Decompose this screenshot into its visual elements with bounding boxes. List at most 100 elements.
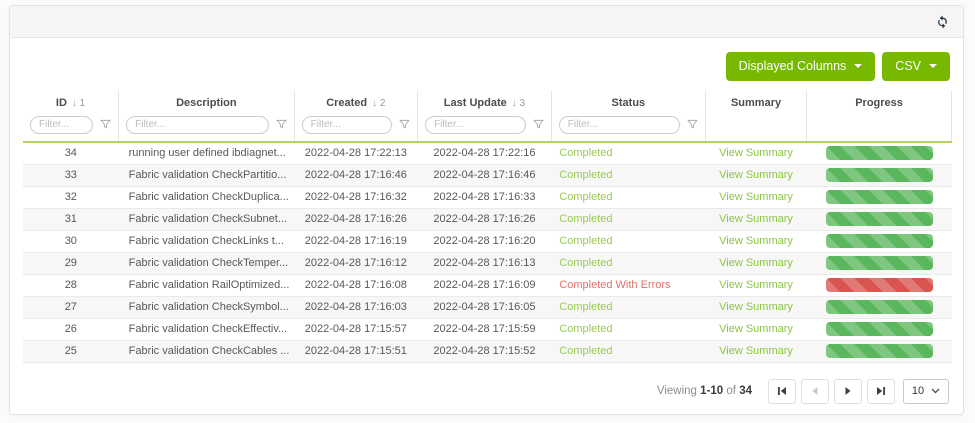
first-page-button[interactable]	[768, 378, 796, 404]
task-row[interactable]: 26 Fabric validation CheckEffectiv... 20…	[23, 318, 952, 341]
viewing-range: 1-10	[700, 385, 724, 397]
id-filter-input[interactable]	[30, 115, 94, 134]
task-last-update: 2022-04-28 17:15:59	[417, 318, 552, 341]
view-summary-link[interactable]: View Summary	[719, 257, 793, 269]
task-id: 33	[23, 164, 119, 187]
table-toolbar: Displayed Columns CSV	[23, 52, 950, 81]
displayed-columns-label: Displayed Columns	[738, 59, 847, 73]
column-header-summary[interactable]: Summary	[705, 90, 808, 115]
task-description: Fabric validation CheckSymbol...	[118, 296, 295, 319]
view-summary-link[interactable]: View Summary	[719, 235, 793, 247]
csv-export-button[interactable]: CSV	[882, 52, 950, 81]
task-id: 29	[23, 252, 119, 275]
progress-track	[825, 168, 933, 182]
task-last-update: 2022-04-28 17:22:16	[417, 141, 552, 165]
task-row[interactable]: 31 Fabric validation CheckSubnet... 2022…	[23, 208, 952, 231]
summary-filter-cell-empty	[705, 114, 808, 143]
task-description: Fabric validation CheckEffectiv...	[118, 318, 295, 341]
task-description: Fabric validation CheckPartitio...	[118, 164, 295, 187]
column-header-description[interactable]: Description	[118, 90, 295, 115]
previous-page-icon	[812, 387, 818, 395]
column-header-created[interactable]: Created ↓ 2	[294, 90, 419, 115]
page-size-select[interactable]: 10	[903, 378, 949, 404]
progress-track	[825, 344, 933, 358]
view-summary-link[interactable]: View Summary	[719, 147, 793, 159]
chevron-down-icon	[929, 64, 937, 69]
column-header-progress[interactable]: Progress	[806, 90, 952, 115]
progress-bar	[825, 322, 933, 336]
view-summary-link[interactable]: View Summary	[719, 191, 793, 203]
filter-funnel-icon[interactable]	[687, 119, 698, 130]
task-created: 2022-04-28 17:16:03	[294, 296, 418, 319]
tasks-panel: Displayed Columns CSV ID ↓ 1 Description …	[9, 5, 964, 415]
status-text: Completed	[559, 169, 613, 181]
view-summary-link[interactable]: View Summary	[719, 213, 793, 225]
task-id: 30	[23, 230, 119, 253]
view-summary-link[interactable]: View Summary	[719, 301, 793, 313]
csv-label: CSV	[895, 59, 921, 73]
task-id: 31	[23, 208, 119, 231]
task-created: 2022-04-28 17:16:19	[294, 230, 418, 253]
task-row[interactable]: 28 Fabric validation RailOptimized... 20…	[23, 274, 952, 297]
progress-bar	[825, 234, 933, 248]
first-page-icon	[778, 387, 786, 395]
task-created: 2022-04-28 17:22:13	[294, 141, 418, 165]
task-row[interactable]: 34 running user defined ibdiagnet... 202…	[23, 141, 952, 165]
task-id: 34	[23, 141, 119, 165]
column-header-status[interactable]: Status	[551, 90, 706, 115]
task-description: running user defined ibdiagnet...	[118, 141, 295, 165]
task-created: 2022-04-28 17:16:32	[294, 186, 418, 209]
status-text: Completed	[559, 345, 613, 357]
task-row[interactable]: 27 Fabric validation CheckSymbol... 2022…	[23, 296, 952, 319]
progress-filter-cell-empty	[806, 114, 952, 143]
view-summary-link[interactable]: View Summary	[719, 345, 793, 357]
task-created: 2022-04-28 17:15:51	[294, 340, 418, 363]
view-summary-link[interactable]: View Summary	[719, 169, 793, 181]
filter-funnel-icon[interactable]	[275, 119, 287, 130]
column-header-last-update[interactable]: Last Update ↓ 3	[417, 90, 552, 115]
task-row[interactable]: 25 Fabric validation CheckCables ... 202…	[23, 340, 952, 363]
last-page-button[interactable]	[867, 378, 895, 404]
progress-track	[825, 278, 933, 292]
filter-funnel-icon[interactable]	[100, 119, 111, 130]
filter-funnel-icon[interactable]	[532, 119, 544, 130]
progress-bar	[825, 190, 933, 204]
task-last-update: 2022-04-28 17:16:20	[417, 230, 552, 253]
progress-bar	[825, 168, 933, 182]
task-row[interactable]: 33 Fabric validation CheckPartitio... 20…	[23, 164, 952, 187]
progress-track	[825, 256, 933, 270]
task-created: 2022-04-28 17:15:57	[294, 318, 418, 341]
refresh-icon[interactable]	[934, 14, 950, 30]
previous-page-button[interactable]	[801, 378, 829, 404]
progress-bar	[825, 344, 933, 358]
task-last-update: 2022-04-28 17:16:33	[417, 186, 552, 209]
progress-bar	[825, 146, 933, 160]
pagination-bar: Viewing 1-10 of 34 10	[24, 378, 949, 404]
view-summary-link[interactable]: View Summary	[719, 323, 793, 335]
column-header-id[interactable]: ID ↓ 1	[23, 90, 120, 115]
sort-indicator: ↓ 1	[71, 97, 86, 109]
last-update-filter-input[interactable]	[425, 115, 526, 134]
displayed-columns-button[interactable]: Displayed Columns	[725, 52, 876, 81]
task-created: 2022-04-28 17:16:46	[294, 164, 418, 187]
task-row[interactable]: 32 Fabric validation CheckDuplica... 202…	[23, 186, 952, 209]
progress-track	[825, 322, 933, 336]
filter-funnel-icon[interactable]	[399, 119, 410, 130]
status-filter-input[interactable]	[558, 115, 680, 134]
task-last-update: 2022-04-28 17:15:52	[417, 340, 552, 363]
created-filter-input[interactable]	[301, 115, 393, 134]
view-summary-link[interactable]: View Summary	[719, 279, 793, 291]
task-table-body: 34 running user defined ibdiagnet... 202…	[23, 141, 952, 363]
task-id: 32	[23, 186, 119, 209]
task-row[interactable]: 30 Fabric validation CheckLinks t... 202…	[23, 230, 952, 253]
task-id: 26	[23, 318, 119, 341]
task-row[interactable]: 29 Fabric validation CheckTemper... 2022…	[23, 252, 952, 275]
task-id: 25	[23, 340, 119, 363]
task-last-update: 2022-04-28 17:16:09	[417, 274, 552, 297]
next-page-button[interactable]	[834, 378, 862, 404]
sort-indicator: ↓ 3	[511, 97, 526, 109]
description-filter-input[interactable]	[126, 115, 269, 134]
viewing-total: 34	[739, 385, 752, 397]
table-header-row: ID ↓ 1 Description Created ↓ 2 Last Update…	[23, 90, 952, 115]
task-description: Fabric validation CheckLinks t...	[118, 230, 295, 253]
